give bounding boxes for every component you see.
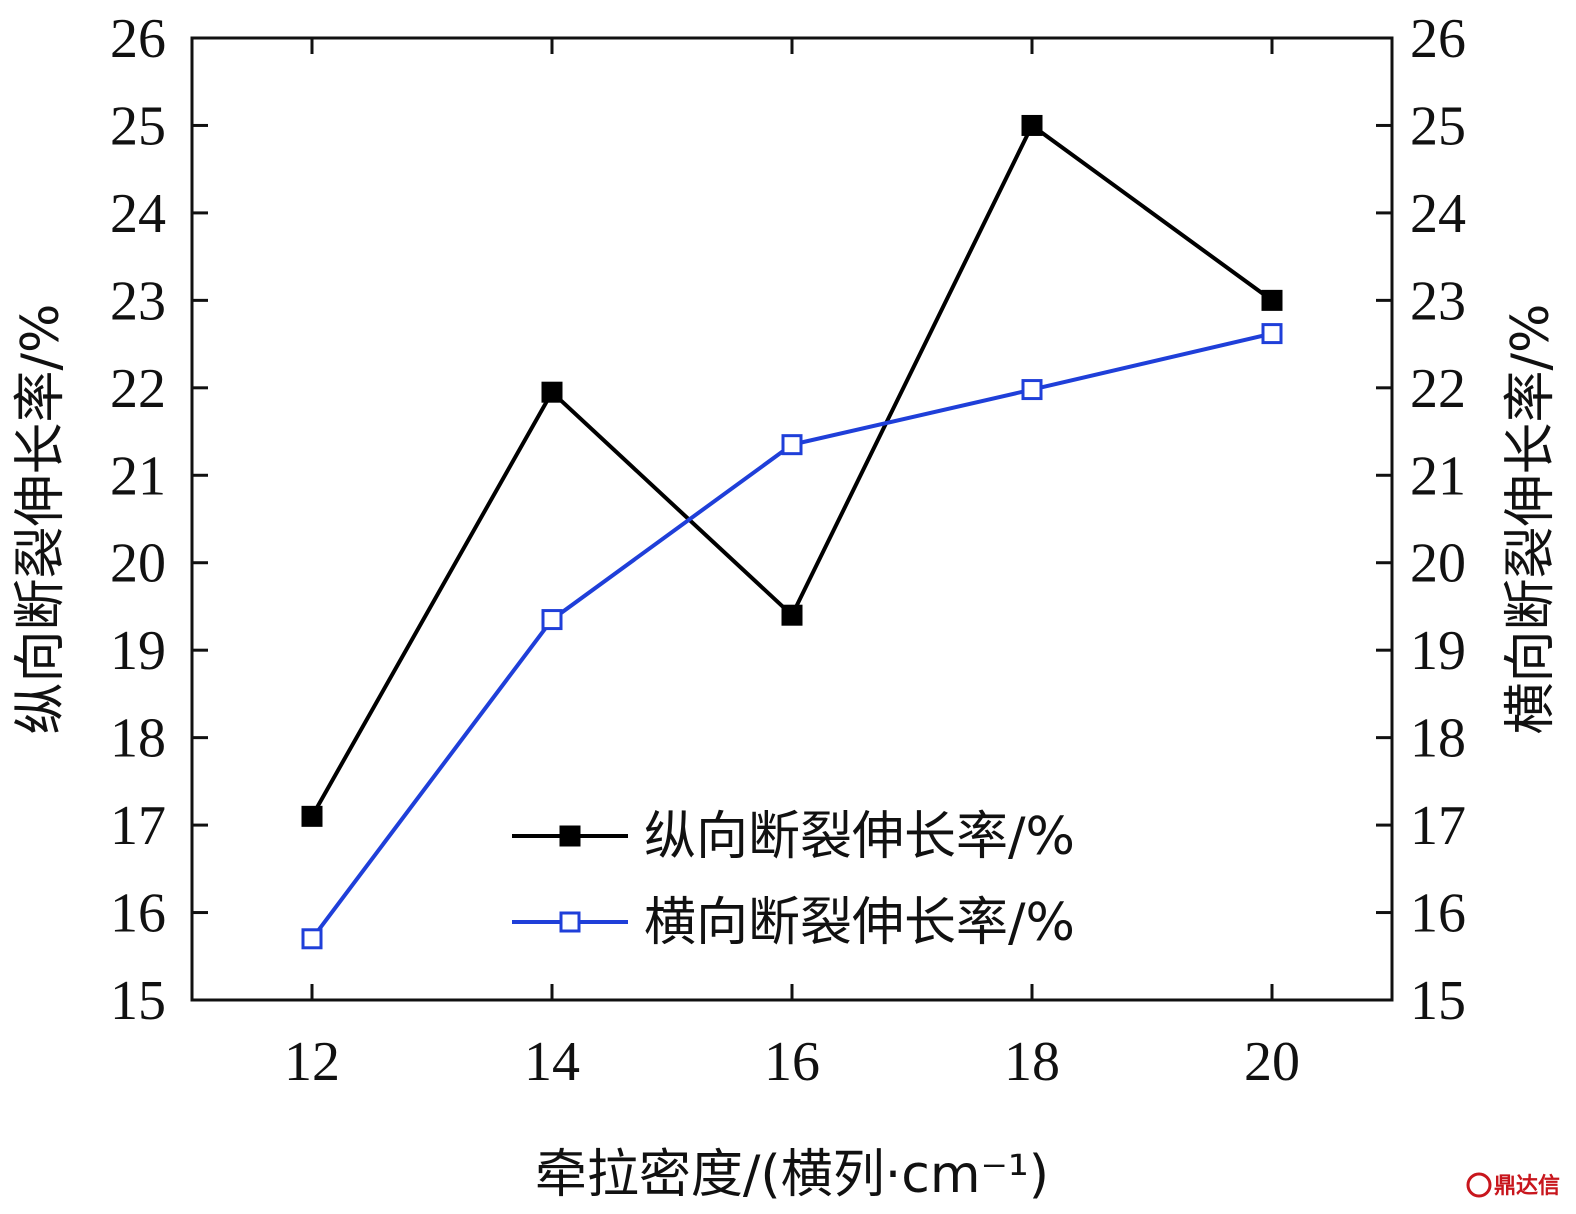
legend-label-0: 纵向断裂伸长率/% [644, 807, 1075, 867]
data-point-marker [1261, 289, 1283, 311]
y-tick-label-right: 16 [1410, 883, 1466, 945]
watermark-text: 鼎达信 [1494, 1173, 1560, 1199]
y-tick-label-left: 23 [110, 270, 166, 332]
y-tick-label-left: 26 [110, 8, 166, 70]
data-point-marker [781, 434, 803, 456]
tick-labels: 15 15 16 16 17 17 18 18 19 19 20 20 21 21 22 22 23 23 24 24… [110, 8, 1466, 1093]
y-tick-label-left: 24 [110, 183, 166, 245]
x-tick-label: 18 [1004, 1031, 1060, 1093]
y-tick-label-right: 25 [1410, 95, 1466, 157]
y-tick-label-right: 20 [1410, 533, 1466, 595]
legend-label-1: 横向断裂伸长率/% [644, 893, 1075, 953]
y-tick-label-right: 24 [1410, 183, 1466, 245]
y-tick-label-left: 16 [110, 883, 166, 945]
x-tick-label: 16 [764, 1031, 820, 1093]
left-y-axis-title: 纵向断裂伸长率/% [11, 304, 71, 735]
data-point-marker [301, 928, 323, 950]
y-tick-label-left: 20 [110, 533, 166, 595]
x-tick-label: 20 [1244, 1031, 1300, 1093]
y-tick-label-right: 26 [1410, 8, 1466, 70]
data-point-marker [541, 609, 563, 631]
y-tick-label-left: 25 [110, 95, 166, 157]
y-tick-label-right: 17 [1410, 795, 1466, 857]
y-tick-label-left: 15 [110, 970, 166, 1032]
data-point-marker [301, 805, 323, 827]
legend-marker-0 [559, 825, 581, 847]
series-layer [301, 114, 1283, 950]
y-tick-label-right: 15 [1410, 970, 1466, 1032]
data-point-marker [541, 381, 563, 403]
y-tick-label-right: 18 [1410, 708, 1466, 770]
data-point-marker [1021, 114, 1043, 136]
y-tick-label-right: 21 [1410, 445, 1466, 507]
y-tick-label-left: 21 [110, 445, 166, 507]
x-axis-title: 牵拉密度/(横列·cm⁻¹) [535, 1145, 1049, 1205]
data-point-marker [1021, 379, 1043, 401]
watermark: 鼎达信 [1466, 1172, 1560, 1199]
legend-marker-1 [559, 911, 581, 933]
y-tick-label-left: 18 [110, 708, 166, 770]
x-tick-label: 12 [284, 1031, 340, 1093]
y-tick-label-left: 19 [110, 620, 166, 682]
y-tick-label-right: 19 [1410, 620, 1466, 682]
plot-frame [190, 36, 1394, 1002]
y-tick-label-right: 23 [1410, 270, 1466, 332]
data-point-marker [1261, 323, 1283, 345]
data-point-marker [781, 604, 803, 626]
y-tick-label-right: 22 [1410, 358, 1466, 420]
y-tick-label-left: 17 [110, 795, 166, 857]
legend: 纵向断裂伸长率/% 横向断裂伸长率/% [512, 807, 1075, 953]
series-line-0 [310, 122, 1274, 818]
watermark-logo-icon [1466, 1172, 1492, 1198]
x-tick-label: 14 [524, 1031, 580, 1093]
right-y-axis-title: 横向断裂伸长率/% [1501, 304, 1561, 735]
y-tick-label-left: 22 [110, 358, 166, 420]
